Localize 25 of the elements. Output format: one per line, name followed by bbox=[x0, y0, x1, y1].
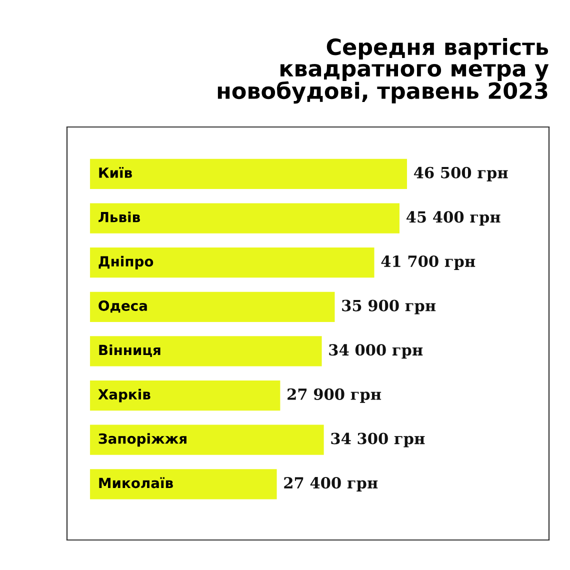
bar bbox=[90, 292, 335, 322]
y-tick-label: Харків bbox=[98, 388, 150, 402]
bar bbox=[90, 248, 374, 278]
data-label: 27 400 грн bbox=[284, 477, 378, 492]
bar bbox=[90, 336, 322, 366]
data-label: 34 300 грн bbox=[331, 432, 425, 448]
y-tick-label: Львів bbox=[98, 212, 140, 222]
y-tick-label: Миколаїв bbox=[99, 477, 173, 488]
data-label: 35 900 грн bbox=[342, 300, 436, 314]
data-label: 45 400 грн bbox=[406, 211, 500, 226]
bar bbox=[90, 424, 324, 455]
y-tick-label: Дніпро bbox=[98, 256, 154, 270]
bar bbox=[90, 158, 407, 190]
data-label: 34 000 грн bbox=[329, 344, 423, 359]
y-tick-label: Київ bbox=[99, 167, 132, 178]
bar bbox=[90, 203, 400, 234]
y-tick-label: Одеса bbox=[98, 300, 147, 313]
data-label: 41 700 грн bbox=[381, 255, 476, 270]
y-tick-label: Запоріжжя bbox=[98, 433, 186, 447]
data-label: 46 500 грн bbox=[414, 166, 508, 182]
y-tick-label: Вінниця bbox=[99, 344, 160, 357]
chart-title: Середня вартість квадратного метра у новобудові, травень 2023 bbox=[218, 38, 549, 104]
bar bbox=[90, 469, 277, 500]
bar bbox=[90, 380, 280, 411]
data-label: 27 900 грн bbox=[288, 388, 382, 403]
